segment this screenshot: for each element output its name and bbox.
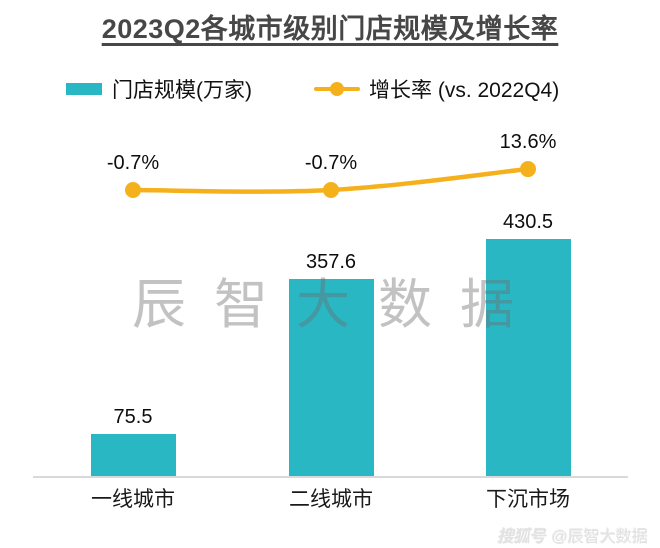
legend-item-growth-rate: 增长率 (vs. 2022Q4)	[314, 74, 559, 104]
bar-1	[288, 279, 374, 476]
growth-point-1	[323, 182, 339, 199]
growth-point-label-0: -0.7%	[106, 152, 160, 175]
line-series-dot-icon	[330, 82, 344, 96]
bar-value-label-1: 357.6	[305, 251, 357, 274]
growth-point-2	[520, 161, 536, 178]
growth-point-label-1: -0.7%	[304, 152, 358, 175]
category-label-0: 一线城市	[91, 488, 175, 511]
legend: 门店规模(万家) 增长率 (vs. 2022Q4)	[66, 74, 559, 104]
x-axis-line	[33, 476, 628, 478]
footer-watermark: 搜狐号 @辰智大数据	[498, 523, 648, 547]
line-series-swatch-icon	[314, 82, 360, 96]
platform-logo: 搜狐号	[497, 529, 546, 546]
growth-point-label-2: 13.6%	[499, 131, 557, 154]
category-label-2: 下沉市场	[486, 488, 570, 511]
bar-series-label: 门店规模(万家)	[112, 79, 252, 102]
account-name: @辰智大数据	[551, 529, 648, 546]
growth-point-0	[125, 182, 141, 199]
bar-2	[485, 239, 571, 476]
bar-value-label-2: 430.5	[502, 211, 554, 233]
category-label-1: 二线城市	[289, 488, 373, 511]
line-series-label: 增长率 (vs. 2022Q4)	[369, 79, 560, 102]
chart-title: 2023Q2各城市级别门店规模及增长率	[101, 14, 559, 44]
bar-value-label-0: 75.5	[113, 406, 153, 429]
legend-item-store-scale: 门店规模(万家)	[66, 74, 252, 104]
bar-series-swatch-icon	[66, 83, 102, 95]
bar-0	[90, 434, 176, 476]
